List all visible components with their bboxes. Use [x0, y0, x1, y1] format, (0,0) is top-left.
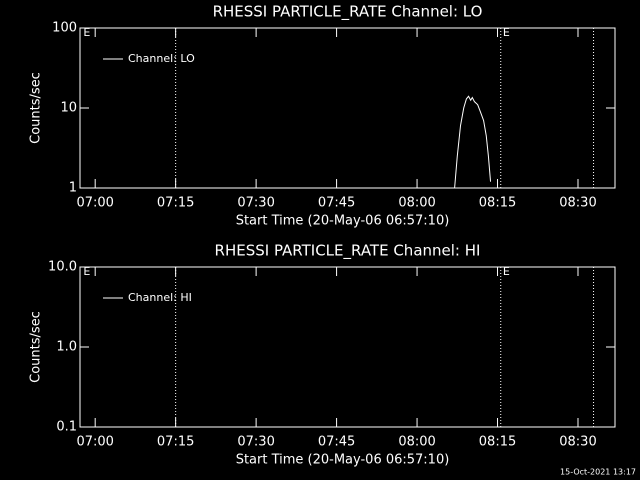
- chart-title: RHESSI PARTICLE_RATE Channel: HI: [215, 242, 481, 261]
- x-tick-label: 08:00: [398, 196, 435, 211]
- y-tick-label: 1: [69, 181, 77, 196]
- x-tick-label: 08:30: [559, 196, 596, 211]
- x-tick-label: 07:15: [157, 435, 194, 450]
- legend-label: Channel: HI: [128, 291, 192, 304]
- x-axis-label: Start Time (20-May-06 06:57:10): [236, 453, 450, 468]
- x-tick-label: 07:00: [76, 196, 113, 211]
- y-tick-label: 1.0: [56, 340, 77, 355]
- x-tick-label: 07:00: [76, 435, 113, 450]
- x-tick-label: 07:45: [318, 196, 355, 211]
- x-tick-label: 07:30: [237, 435, 274, 450]
- y-axis-label: Counts/sec: [29, 311, 44, 383]
- footer: 15-Oct-2021 13:17: [560, 468, 636, 477]
- annotation: E: [83, 26, 90, 39]
- x-tick-label: 08:30: [559, 435, 596, 450]
- annotation: E: [503, 26, 510, 39]
- chart-title: RHESSI PARTICLE_RATE Channel: LO: [213, 3, 483, 22]
- annotation: E: [83, 265, 90, 278]
- x-tick-label: 07:15: [157, 196, 194, 211]
- y-tick-label: 100: [52, 21, 77, 36]
- y-tick-label: 10: [60, 101, 77, 116]
- x-tick-label: 08:15: [479, 435, 516, 450]
- x-tick-label: 08:00: [398, 435, 435, 450]
- annotation: E: [503, 265, 510, 278]
- legend-label: Channel: LO: [128, 52, 195, 65]
- y-tick-label: 10.0: [48, 260, 77, 275]
- x-tick-label: 08:15: [479, 196, 516, 211]
- x-tick-label: 07:30: [237, 196, 274, 211]
- y-tick-label: 0.1: [56, 420, 77, 435]
- y-axis-label: Counts/sec: [29, 72, 44, 144]
- x-axis-label: Start Time (20-May-06 06:57:10): [236, 214, 450, 229]
- x-tick-label: 07:45: [318, 435, 355, 450]
